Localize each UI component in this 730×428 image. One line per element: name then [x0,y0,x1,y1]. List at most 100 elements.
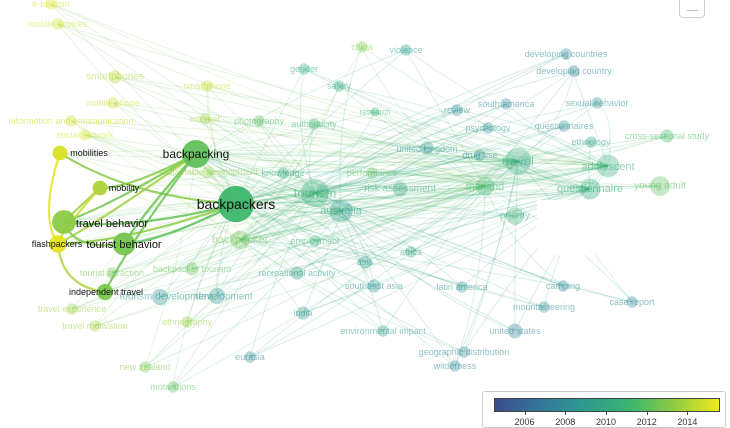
keyword-node[interactable] [201,80,213,92]
keyword-node[interactable] [420,141,434,155]
keyword-label[interactable]: social network [56,130,114,140]
keyword-label[interactable]: motivations [150,382,196,392]
keyword-node[interactable] [181,139,211,169]
keyword-label[interactable]: south america [478,99,535,109]
keyword-node[interactable] [151,288,169,306]
keyword-node[interactable] [108,70,122,84]
keyword-label[interactable]: flashpackers [32,239,83,249]
keyword-node[interactable] [277,167,289,179]
keyword-label[interactable]: recreational activity [258,268,336,278]
keyword-node[interactable] [106,267,118,279]
keyword-node[interactable] [449,360,461,372]
keyword-label[interactable]: psychology [465,123,511,133]
keyword-label[interactable]: safety [327,81,352,91]
keyword-label[interactable]: travel motivation [62,321,128,331]
keyword-label[interactable]: united states [489,326,541,336]
keyword-node[interactable] [300,178,330,208]
keyword-label[interactable]: mobility [109,183,140,193]
keyword-label[interactable]: performance [347,168,398,178]
keyword-label[interactable]: latin america [436,282,487,292]
keyword-label[interactable]: smartphones [86,72,144,83]
keyword-node[interactable] [507,323,523,339]
keyword-label[interactable]: mountaineering [513,302,575,312]
keyword-node[interactable] [139,361,151,373]
keyword-node[interactable] [596,154,620,178]
keyword-node[interactable] [579,178,601,200]
keyword-node[interactable] [244,351,256,363]
keyword-label[interactable]: mobile devices [28,19,88,29]
keyword-label[interactable]: research [359,108,390,117]
keyword-node[interactable] [309,235,321,247]
keyword-label[interactable]: development [195,292,252,303]
keyword-node[interactable] [568,65,580,77]
keyword-node[interactable] [333,80,345,92]
keyword-node[interactable] [650,176,670,196]
keyword-label[interactable]: travel experience [38,304,107,314]
keyword-label[interactable]: priority [500,211,530,222]
keyword-label[interactable]: asia [357,257,374,267]
keyword-node[interactable] [298,63,310,75]
keyword-node[interactable] [538,301,550,313]
keyword-node[interactable] [167,381,179,393]
keyword-label[interactable]: mobilities [70,148,108,158]
keyword-label[interactable]: backpacker [212,234,269,246]
keyword-node[interactable] [329,199,353,223]
keyword-label[interactable]: china [351,42,373,52]
keyword-node[interactable] [377,325,389,337]
keyword-node[interactable] [45,0,57,10]
keyword-label[interactable]: risk assessment [364,184,436,195]
keyword-node[interactable] [626,296,638,308]
keyword-label[interactable]: wilderness [433,361,477,371]
keyword-node[interactable] [230,230,250,250]
keyword-node[interactable] [52,145,68,161]
keyword-node[interactable] [49,235,67,253]
keyword-label[interactable]: internet [190,114,221,124]
keyword-node[interactable] [451,104,463,116]
keyword-label[interactable]: africa [400,247,422,257]
keyword-label[interactable]: southeast asia [345,281,403,291]
keyword-node[interactable] [202,166,214,178]
keyword-label[interactable]: questionnaires [535,121,594,131]
keyword-node[interactable] [474,149,486,161]
keyword-label[interactable]: developing countries [525,49,608,59]
keyword-label[interactable]: smartphone [183,81,231,91]
keyword-label[interactable]: environmental impact [340,326,426,336]
keyword-label[interactable]: cross-sectional study [625,131,710,141]
keyword-node[interactable] [181,316,193,328]
keyword-label[interactable]: united kingdom [396,144,457,154]
keyword-node[interactable] [107,97,119,109]
keyword-label[interactable]: photography [234,116,285,126]
keyword-label[interactable]: backpackers [197,196,276,212]
keyword-node[interactable] [296,306,310,320]
keyword-label[interactable]: mobile phone [86,98,140,108]
keyword-node[interactable] [208,287,226,305]
keyword-node[interactable] [370,107,380,117]
keyword-label[interactable]: drug use [462,150,497,160]
keyword-label[interactable]: employment [290,236,340,246]
keyword-label[interactable]: violence [389,45,422,55]
keyword-label[interactable]: tourism [294,186,337,201]
keyword-label[interactable]: camping [546,281,580,291]
keyword-node[interactable] [52,210,76,234]
keyword-node[interactable] [366,167,378,179]
keyword-node[interactable] [89,320,101,332]
keyword-node[interactable] [65,115,77,127]
keyword-node[interactable] [458,346,470,358]
keyword-node[interactable] [660,129,674,143]
keyword-node[interactable] [400,44,412,56]
keyword-label[interactable]: eurasia [235,352,265,362]
keyword-label[interactable]: ethnography [162,317,213,327]
keyword-label[interactable]: case report [609,297,655,307]
keyword-label[interactable]: e-tourism [32,0,70,9]
keyword-label[interactable]: developing country [536,66,612,76]
keyword-label[interactable]: backpacker tourism [153,264,231,274]
keyword-label[interactable]: independent travel [69,287,143,297]
keyword-node[interactable] [557,280,569,292]
keyword-node[interactable] [185,262,199,276]
keyword-node[interactable] [558,120,570,132]
keyword-node[interactable] [585,136,597,148]
keyword-label[interactable]: tourist behavior [86,239,162,251]
keyword-node[interactable] [482,122,494,134]
keyword-label[interactable]: knowledge [261,168,304,178]
keyword-label[interactable]: information and communication [8,116,133,126]
